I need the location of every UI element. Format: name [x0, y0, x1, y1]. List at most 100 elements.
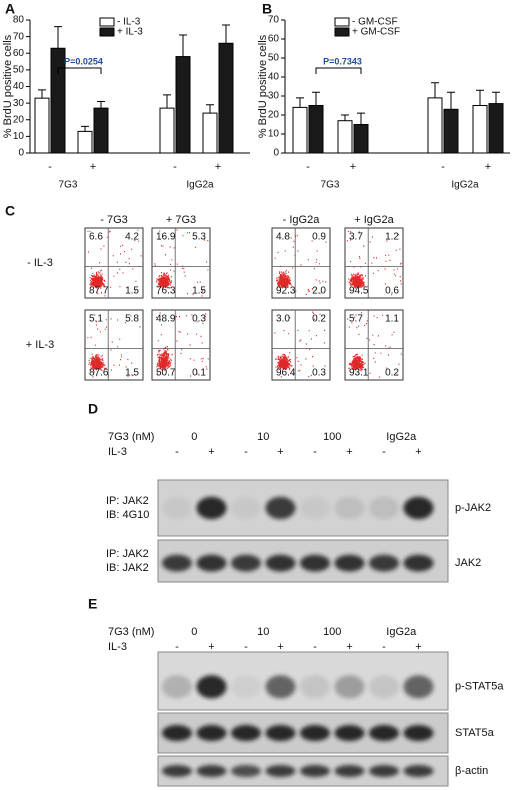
- error-bar: [222, 24, 230, 44]
- error-bar: [38, 89, 46, 99]
- column-header: + 7G3: [166, 214, 196, 226]
- row-header: - IL-3: [27, 257, 53, 269]
- blot-band: [403, 496, 434, 520]
- y-tick-label: 70: [13, 31, 25, 42]
- quadrant-value: 2.0: [312, 286, 326, 297]
- quadrant-value: 3.7: [349, 232, 363, 243]
- panel-letter: B: [262, 1, 272, 17]
- quadrant-value: 4.8: [276, 232, 290, 243]
- column-header: + IgG2a: [354, 214, 394, 226]
- legend-swatch: [99, 27, 115, 37]
- blot-band: [403, 725, 434, 741]
- y-tick-label: 50: [13, 65, 25, 76]
- group-label: 7G3: [321, 180, 340, 191]
- quadrant-value: 1.5: [125, 368, 139, 379]
- blot-band: [300, 554, 330, 572]
- y-tick-label: 20: [268, 110, 280, 121]
- blot-band: [231, 675, 261, 699]
- blot-band: [231, 496, 261, 520]
- bar: [34, 97, 50, 154]
- blot-band: [162, 765, 192, 777]
- quadrant-gates: [272, 228, 330, 298]
- quadrant-value: 48.9: [156, 314, 176, 325]
- blot-left-label: IP: JAK2: [106, 495, 149, 507]
- quadrant-gates: [85, 228, 143, 298]
- blot-band: [334, 765, 365, 777]
- lane-sign: -: [244, 446, 248, 458]
- y-tick-label: 60: [268, 34, 280, 45]
- quadrant-value: 1.5: [192, 286, 206, 297]
- bar: [93, 107, 109, 154]
- group-label: 7G3: [59, 180, 78, 191]
- blot-band: [334, 496, 365, 520]
- y-tick-label: 30: [13, 98, 25, 109]
- treatment-label: IL-3: [108, 446, 127, 458]
- dose-label: 7G3 (nM): [108, 626, 154, 638]
- y-tick-label: 10: [13, 131, 25, 142]
- bar: [337, 120, 353, 154]
- blot-band: [196, 554, 227, 572]
- bar: [443, 108, 459, 154]
- y-tick-label: 10: [268, 129, 280, 140]
- lane-sign: -: [313, 641, 317, 653]
- error-bar: [476, 89, 484, 106]
- blot-band: [369, 765, 399, 777]
- panel-letter: A: [5, 1, 15, 17]
- flow-plot-frame: [151, 227, 211, 299]
- lane-sign: -: [313, 446, 317, 458]
- quadrant-gates: [345, 310, 403, 380]
- error-bar: [357, 112, 365, 125]
- quadrant-value: 94.5: [349, 286, 369, 297]
- y-tick-label: 30: [268, 91, 280, 102]
- bar: [488, 103, 504, 154]
- flow-events: [87, 229, 142, 297]
- bar: [77, 130, 93, 154]
- quadrant-value: 5.8: [125, 314, 139, 325]
- quadrant-value: 5.7: [349, 314, 363, 325]
- lane-sign: +: [346, 446, 352, 458]
- x-tick-label: +: [350, 161, 356, 173]
- dose-label: 7G3 (nM): [108, 431, 154, 443]
- flow-events: [154, 229, 209, 297]
- quadrant-value: 96.4: [276, 368, 296, 379]
- blot-band: [162, 554, 192, 572]
- blot-band: [369, 496, 399, 520]
- quadrant-value: 0.2: [312, 314, 326, 325]
- blot-label: p-JAK2: [455, 502, 491, 514]
- lane-sign: +: [277, 641, 283, 653]
- lane-sign: +: [415, 641, 421, 653]
- dose: 0: [191, 431, 197, 443]
- bar: [50, 47, 66, 154]
- quadrant-value: 0.2: [385, 368, 399, 379]
- y-tick-label: 80: [13, 15, 25, 26]
- blot-left-label: IP: JAK2: [106, 548, 149, 560]
- blot-band: [300, 765, 330, 777]
- bar: [292, 106, 308, 154]
- blot-label: p-STAT5a: [455, 681, 504, 693]
- quadrant-gates: [152, 228, 210, 298]
- blot-band: [196, 675, 227, 699]
- blot-band: [403, 675, 434, 699]
- quadrant-value: 1.1: [385, 314, 399, 325]
- lane-sign: -: [244, 641, 248, 653]
- bar: [427, 97, 443, 154]
- blot-label: JAK2: [455, 557, 481, 569]
- quadrant-value: 6.6: [89, 232, 103, 243]
- blot-band: [162, 675, 192, 699]
- error-bar: [341, 114, 349, 121]
- quadrant-value: 76.3: [156, 286, 176, 297]
- dose: 10: [257, 431, 269, 443]
- y-tick-label: 0: [273, 148, 279, 159]
- flow-events: [347, 312, 402, 378]
- quadrant-value: 3.0: [276, 314, 290, 325]
- flow-plot-frame: [151, 309, 211, 381]
- lane-sign: -: [175, 446, 179, 458]
- x-tick-label: -: [173, 161, 177, 173]
- flow-events: [274, 311, 326, 378]
- column-header: - IgG2a: [283, 214, 321, 226]
- legend-label: - IL-3: [117, 17, 141, 28]
- lane-sign: +: [415, 446, 421, 458]
- quadrant-gates: [152, 310, 210, 380]
- panel-letter: C: [5, 203, 15, 219]
- quadrant-value: 1.2: [385, 232, 399, 243]
